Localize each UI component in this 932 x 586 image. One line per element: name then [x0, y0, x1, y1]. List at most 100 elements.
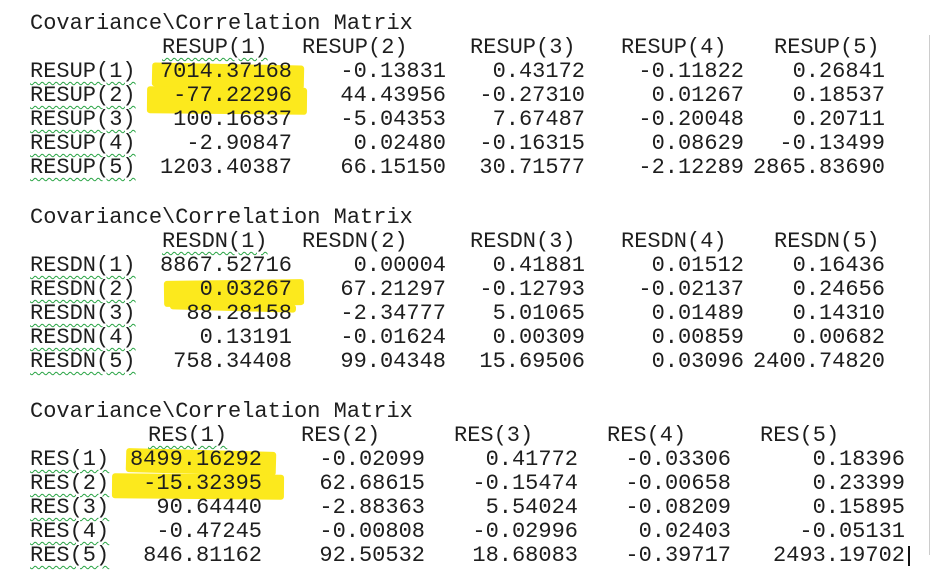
row-label: RES(2) [30, 471, 110, 496]
column-header: RESDN(5) [774, 229, 880, 254]
matrix-value: 15.69506 [479, 349, 585, 374]
matrix-value: 5.54024 [485, 495, 578, 520]
matrix-value: -5.04353 [340, 107, 446, 132]
matrix-value: 30.71577 [479, 155, 585, 180]
matrix-value: -0.00808 [319, 519, 425, 544]
matrix-value: 2400.74820 [752, 349, 885, 374]
matrix-value: 758.34408 [173, 349, 292, 374]
column-header: RESUP(3) [470, 35, 576, 60]
matrix-value: 0.41881 [492, 253, 585, 278]
matrix-value: -77.22296 [173, 83, 292, 108]
matrix-value: -2.12289 [638, 155, 744, 180]
window-edge [929, 35, 930, 555]
matrix-value: 0.08629 [651, 131, 744, 156]
matrix-value: -0.15474 [472, 471, 578, 496]
matrix-value: 0.41772 [485, 447, 578, 472]
matrix-title: Covariance\Correlation Matrix [30, 205, 413, 230]
matrix-value: -0.12793 [479, 277, 585, 302]
column-header: RESUP(1) [162, 35, 268, 60]
matrix-value: 0.03267 [199, 277, 292, 302]
matrix-value: 66.15150 [340, 155, 446, 180]
row-label: RESDN(5) [30, 349, 136, 374]
matrix-value: -0.11822 [638, 59, 744, 84]
column-header: RES(4) [607, 423, 687, 448]
matrix-value: -0.08209 [625, 495, 731, 520]
matrix-value: 0.24656 [792, 277, 885, 302]
matrix-value: -15.32395 [143, 471, 262, 496]
matrix-value: 0.13191 [199, 325, 292, 350]
matrix-value: 0.00004 [353, 253, 446, 278]
row-label: RES(4) [30, 519, 110, 544]
matrix-value: 846.81162 [143, 543, 262, 568]
matrix-value: 0.02480 [353, 131, 446, 156]
matrix-value: -0.03306 [625, 447, 731, 472]
row-label: RESDN(1) [30, 253, 136, 278]
column-header: RES(2) [301, 423, 381, 448]
matrix-value: 1203.40387 [159, 155, 292, 180]
matrix-value: 0.43172 [492, 59, 585, 84]
matrix-value: 67.21297 [340, 277, 446, 302]
matrix-value: 0.26841 [792, 59, 885, 84]
matrix-value: -0.39717 [625, 543, 731, 568]
matrix-value: 0.03096 [651, 349, 744, 374]
matrix-value: 7014.37168 [159, 59, 292, 84]
matrix-value: 0.00859 [651, 325, 744, 350]
matrix-value: 0.18396 [812, 447, 905, 472]
row-label: RESDN(2) [30, 277, 136, 302]
column-header: RES(5) [760, 423, 840, 448]
column-header: RESDN(3) [470, 229, 576, 254]
matrix-value: 18.68083 [472, 543, 578, 568]
column-header: RESUP(2) [302, 35, 408, 60]
matrix-title: Covariance\Correlation Matrix [30, 11, 413, 36]
matrix-value: 44.43956 [340, 83, 446, 108]
row-label: RESUP(3) [30, 107, 136, 132]
matrix-value: 0.02403 [638, 519, 731, 544]
matrix-value: -2.90847 [186, 131, 292, 156]
matrix-value: -0.20048 [638, 107, 744, 132]
matrix-value: 7.67487 [492, 107, 585, 132]
matrix-value: 0.23399 [812, 471, 905, 496]
row-label: RESUP(5) [30, 155, 136, 180]
matrix-value: 0.00682 [792, 325, 885, 350]
matrix-value: -0.01624 [340, 325, 446, 350]
row-label: RES(3) [30, 495, 110, 520]
matrix-value: 2865.83690 [752, 155, 885, 180]
matrix-value: 100.16837 [173, 107, 292, 132]
matrix-value: -0.05131 [799, 519, 905, 544]
row-label: RES(5) [30, 543, 110, 568]
matrix-value: -0.02996 [472, 519, 578, 544]
matrix-value: 0.20711 [792, 107, 885, 132]
matrix-value: 0.01512 [651, 253, 744, 278]
matrix-value: 2493.19702 [772, 543, 905, 568]
matrix-value: -0.47245 [156, 519, 262, 544]
matrix-value: -0.27310 [479, 83, 585, 108]
matrix-value: -2.34777 [340, 301, 446, 326]
matrix-value: 0.18537 [792, 83, 885, 108]
matrix-value: 90.64440 [156, 495, 262, 520]
matrix-value: 0.01267 [651, 83, 744, 108]
matrix-value: -0.13499 [779, 131, 885, 156]
column-header: RES(3) [454, 423, 534, 448]
row-label: RES(1) [30, 447, 110, 472]
matrix-value: -0.00658 [625, 471, 731, 496]
matrix-value: -0.02099 [319, 447, 425, 472]
column-header: RESUP(5) [774, 35, 880, 60]
matrix-value: 0.00309 [492, 325, 585, 350]
matrix-value: 92.50532 [319, 543, 425, 568]
matrix-value: 0.01489 [651, 301, 744, 326]
matrix-value: -0.13831 [340, 59, 446, 84]
matrix-value: 0.16436 [792, 253, 885, 278]
row-label: RESUP(2) [30, 83, 136, 108]
column-header: RESDN(4) [621, 229, 727, 254]
column-header: RESDN(2) [302, 229, 408, 254]
row-label: RESDN(3) [30, 301, 136, 326]
matrix-value: 99.04348 [340, 349, 446, 374]
column-header: RES(1) [148, 423, 228, 448]
matrix-value: -0.02137 [638, 277, 744, 302]
column-header: RESUP(4) [621, 35, 727, 60]
column-header: RESDN(1) [162, 229, 268, 254]
matrix-value: 0.14310 [792, 301, 885, 326]
matrix-value: 88.28158 [186, 301, 292, 326]
matrix-value: -2.88363 [319, 495, 425, 520]
